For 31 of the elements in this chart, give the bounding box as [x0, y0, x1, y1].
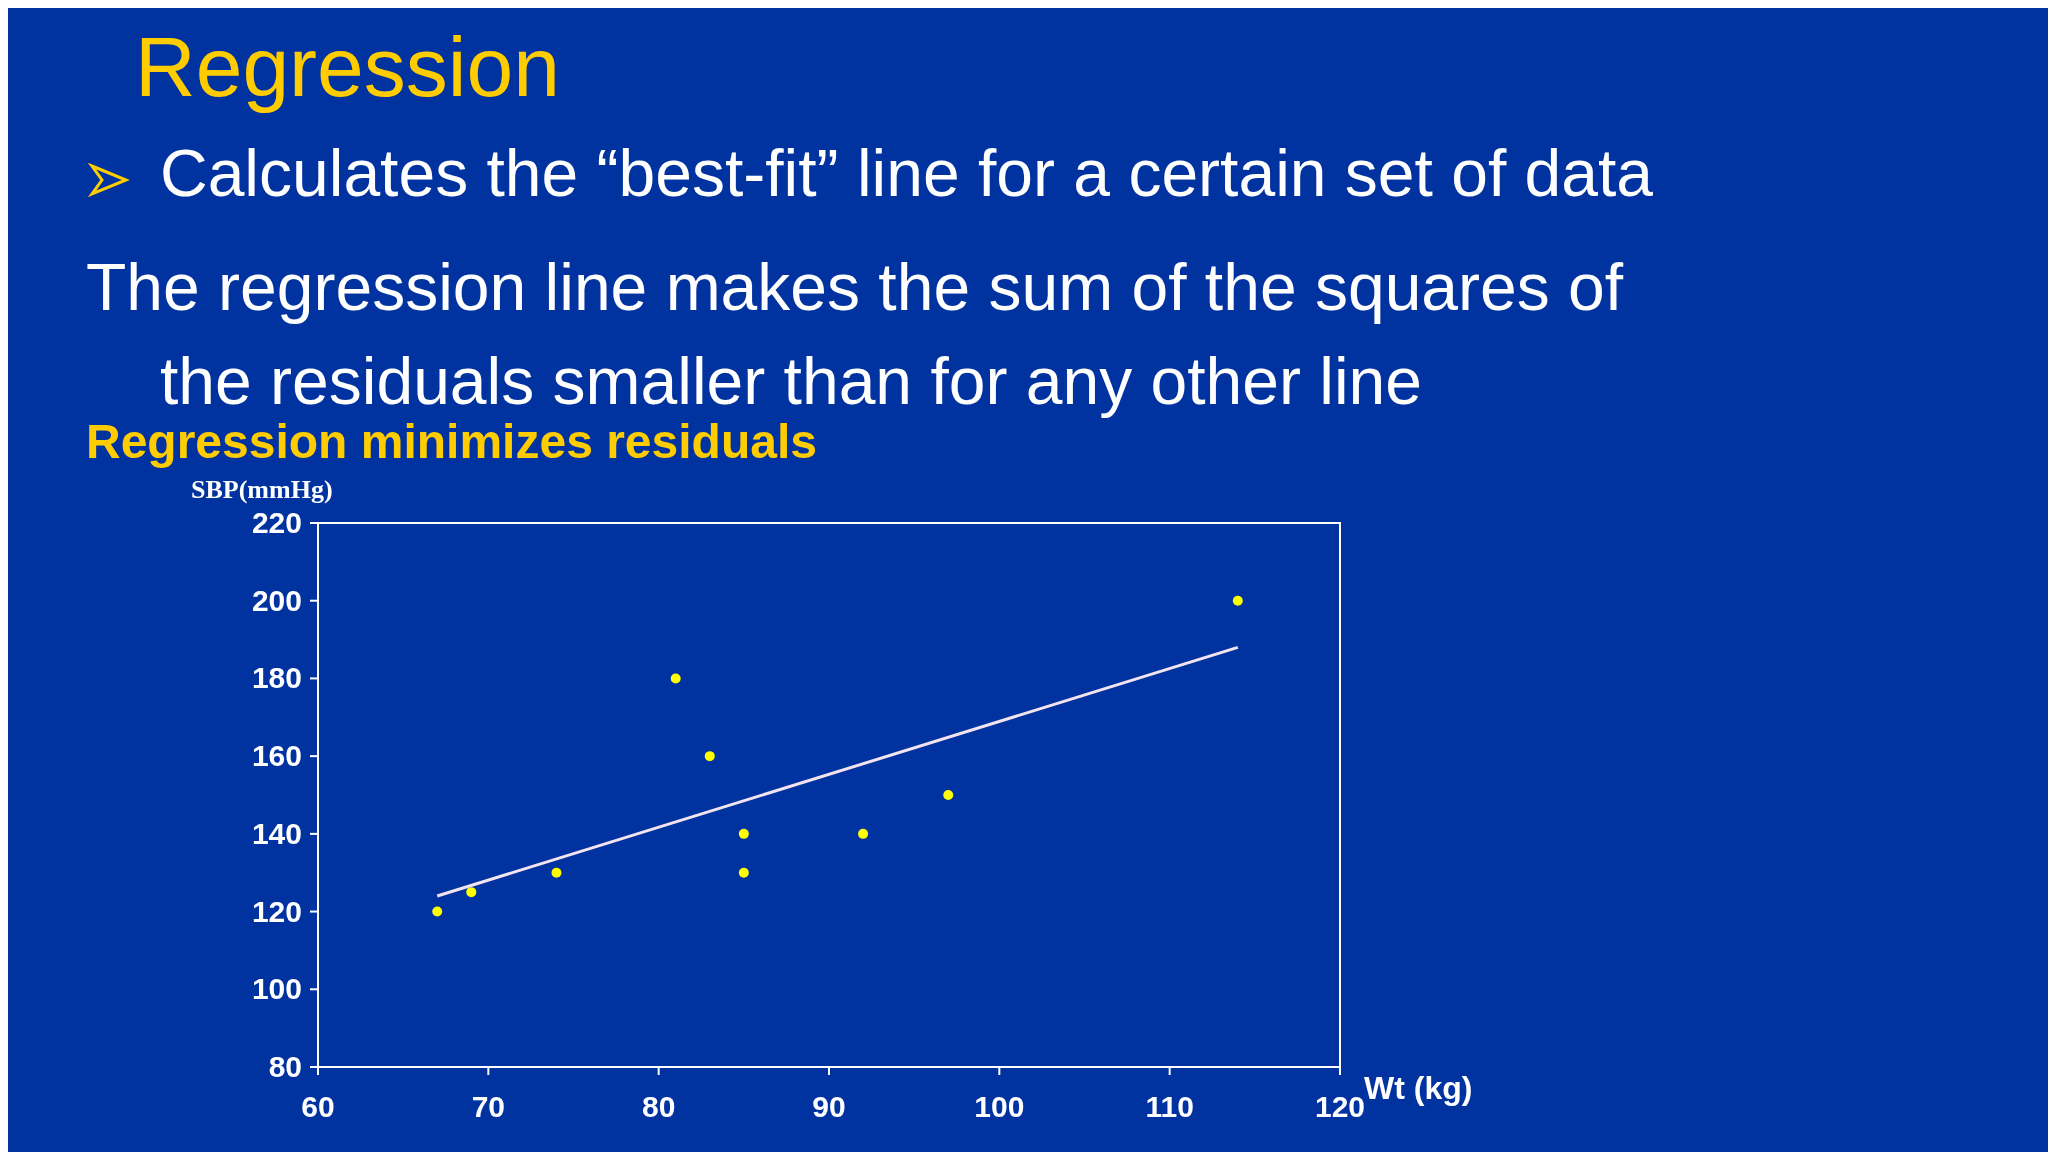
point	[738, 867, 749, 878]
x-tick-label: 90	[812, 1090, 846, 1123]
y-tick-label: 80	[268, 1050, 302, 1083]
y-axis-title: SBP(mmHg)	[191, 475, 333, 504]
point	[432, 906, 443, 917]
text: The regression line makes the sum of the squares of the residuals smaller than for any other line	[86, 250, 1624, 418]
point	[704, 751, 715, 762]
x-axis-title: Wt (kg)	[1364, 1070, 1473, 1106]
text: Calculates the “best-fit” line for a certain set of data	[160, 136, 1654, 210]
x-tick-label: 110	[1145, 1090, 1194, 1123]
point	[670, 673, 681, 684]
y-tick-label: 140	[251, 816, 302, 850]
point	[858, 828, 869, 839]
x-tick-label: 80	[641, 1090, 676, 1123]
x-tick-label: 70	[471, 1090, 506, 1123]
y-tick-label: 100	[251, 972, 302, 1006]
x-tick-label: 120	[1314, 1090, 1366, 1123]
y-tick-label: 220	[251, 506, 302, 539]
y-tick-label: 200	[251, 583, 302, 617]
point	[551, 867, 562, 878]
point	[943, 790, 954, 800]
chart-title: Regression	[135, 20, 560, 114]
point	[1232, 595, 1243, 606]
point	[738, 828, 749, 839]
text: Regression minimizes residuals	[86, 415, 817, 468]
point	[466, 887, 477, 898]
y-tick-label: 180	[251, 661, 302, 695]
x-tick-label: 100	[974, 1090, 1025, 1123]
x-tick-label: 60	[301, 1090, 335, 1123]
y-tick-label: 160	[251, 739, 302, 773]
y-tick-label: 120	[251, 894, 302, 928]
